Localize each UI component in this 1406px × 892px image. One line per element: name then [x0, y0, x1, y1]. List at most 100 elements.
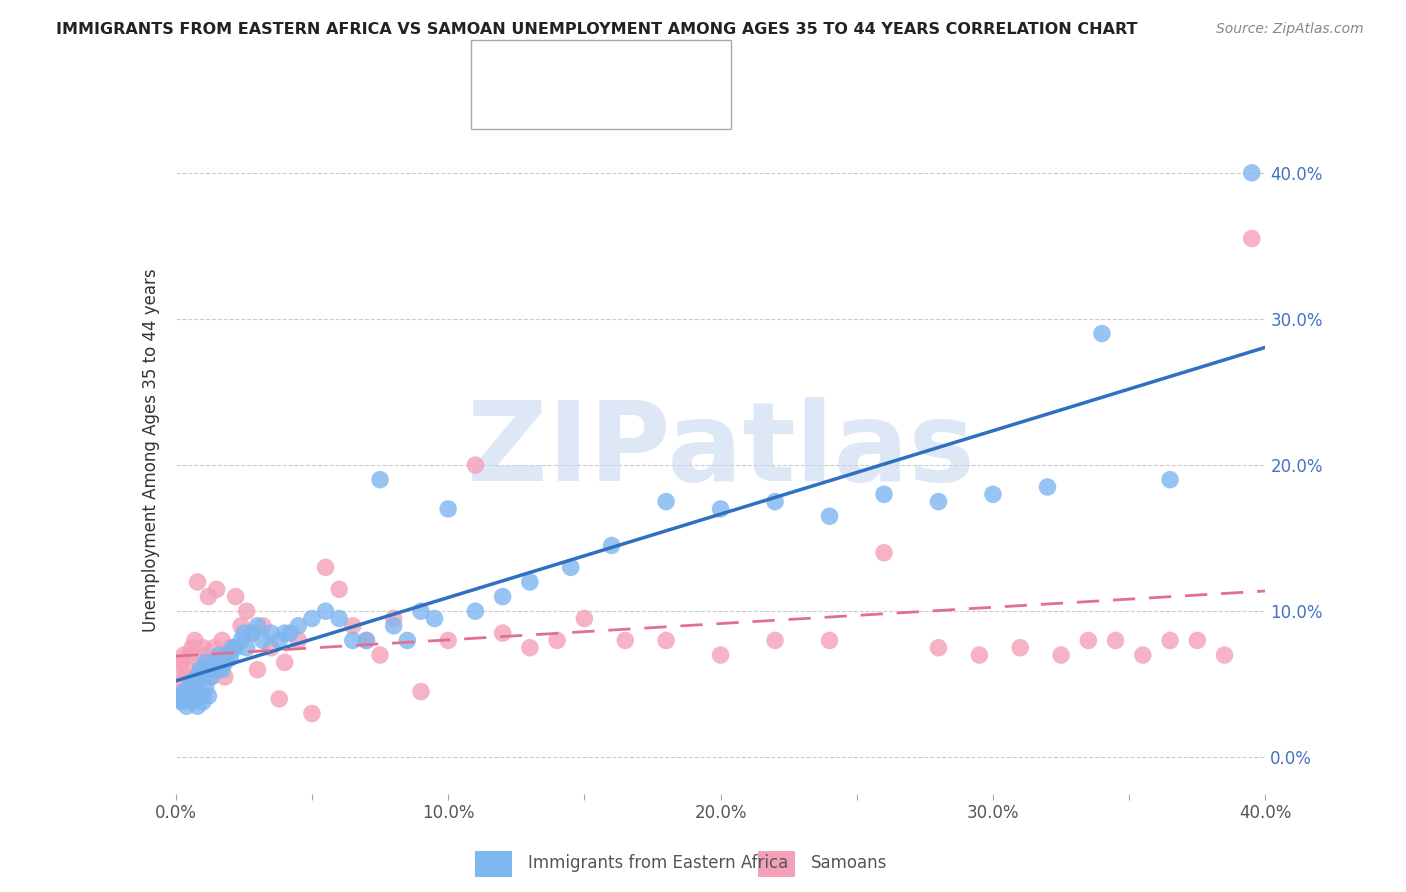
Point — [211, 633, 233, 648]
FancyBboxPatch shape — [471, 40, 731, 129]
Point — [184, 633, 207, 648]
Point — [191, 689, 214, 703]
Point — [205, 663, 228, 677]
Point — [208, 663, 231, 677]
Point — [519, 640, 541, 655]
Point — [231, 633, 253, 648]
Point — [1213, 648, 1236, 662]
Point — [382, 611, 405, 625]
Point — [188, 663, 211, 677]
Point — [194, 656, 217, 670]
Point — [194, 648, 217, 662]
Point — [710, 648, 733, 662]
Y-axis label: Unemployment Among Ages 35 to 44 years: Unemployment Among Ages 35 to 44 years — [142, 268, 160, 632]
Point — [200, 670, 222, 684]
Point — [1187, 633, 1209, 648]
Point — [235, 604, 257, 618]
Point — [1091, 326, 1114, 341]
Point — [170, 656, 193, 670]
Point — [560, 560, 582, 574]
Point — [342, 633, 364, 648]
Point — [208, 648, 231, 662]
Point — [396, 633, 419, 648]
Point — [184, 677, 207, 691]
Point — [519, 574, 541, 589]
Point — [928, 640, 950, 655]
Point — [176, 663, 198, 677]
Point — [246, 619, 269, 633]
Point — [191, 695, 214, 709]
Point — [173, 648, 195, 662]
Point — [181, 640, 204, 655]
Point — [186, 574, 209, 589]
Point — [1104, 633, 1126, 648]
Text: 0.598: 0.598 — [569, 55, 627, 73]
Point — [214, 670, 236, 684]
Point — [437, 633, 460, 648]
Point — [202, 656, 225, 670]
Point — [437, 502, 460, 516]
Text: ZIPatlas: ZIPatlas — [467, 397, 974, 504]
Point — [179, 680, 201, 694]
Point — [252, 633, 274, 648]
Point — [328, 582, 350, 597]
Point — [981, 487, 1004, 501]
Point — [464, 604, 486, 618]
Point — [368, 648, 391, 662]
Point — [179, 648, 201, 662]
Point — [655, 633, 678, 648]
Point — [176, 699, 198, 714]
Point — [191, 670, 214, 684]
Text: Immigrants from Eastern Africa: Immigrants from Eastern Africa — [529, 854, 789, 872]
Point — [219, 640, 242, 655]
Point — [188, 663, 211, 677]
Point — [356, 633, 378, 648]
Point — [287, 633, 309, 648]
Point — [409, 684, 432, 698]
Point — [181, 695, 204, 709]
Point — [176, 670, 198, 684]
Point — [356, 633, 378, 648]
Point — [211, 663, 233, 677]
Point — [170, 689, 193, 703]
Point — [214, 656, 236, 670]
Point — [197, 663, 219, 677]
Point — [167, 663, 190, 677]
Point — [818, 633, 841, 648]
Point — [235, 640, 257, 655]
Point — [614, 633, 637, 648]
Point — [492, 626, 515, 640]
Point — [763, 494, 786, 508]
Point — [382, 619, 405, 633]
Point — [179, 692, 201, 706]
Text: N =: N = — [627, 55, 666, 73]
Point — [423, 611, 446, 625]
Point — [301, 706, 323, 721]
Point — [1240, 166, 1263, 180]
Point — [197, 689, 219, 703]
Point — [269, 633, 291, 648]
Point — [173, 684, 195, 698]
Point — [170, 692, 193, 706]
Point — [269, 692, 291, 706]
Point — [260, 626, 283, 640]
Point — [184, 684, 207, 698]
Text: IMMIGRANTS FROM EASTERN AFRICA VS SAMOAN UNEMPLOYMENT AMONG AGES 35 TO 44 YEARS : IMMIGRANTS FROM EASTERN AFRICA VS SAMOAN… — [56, 22, 1137, 37]
Point — [188, 684, 211, 698]
Point — [301, 611, 323, 625]
Text: 70: 70 — [671, 96, 696, 114]
Point — [186, 670, 209, 684]
Point — [287, 619, 309, 633]
Point — [818, 509, 841, 524]
Text: 69: 69 — [671, 55, 696, 73]
Point — [194, 680, 217, 694]
Point — [252, 619, 274, 633]
Text: R =: R = — [526, 55, 565, 73]
Point — [710, 502, 733, 516]
Point — [1159, 473, 1181, 487]
FancyBboxPatch shape — [481, 51, 515, 78]
FancyBboxPatch shape — [481, 92, 515, 119]
Point — [200, 670, 222, 684]
Point — [328, 611, 350, 625]
Point — [546, 633, 568, 648]
